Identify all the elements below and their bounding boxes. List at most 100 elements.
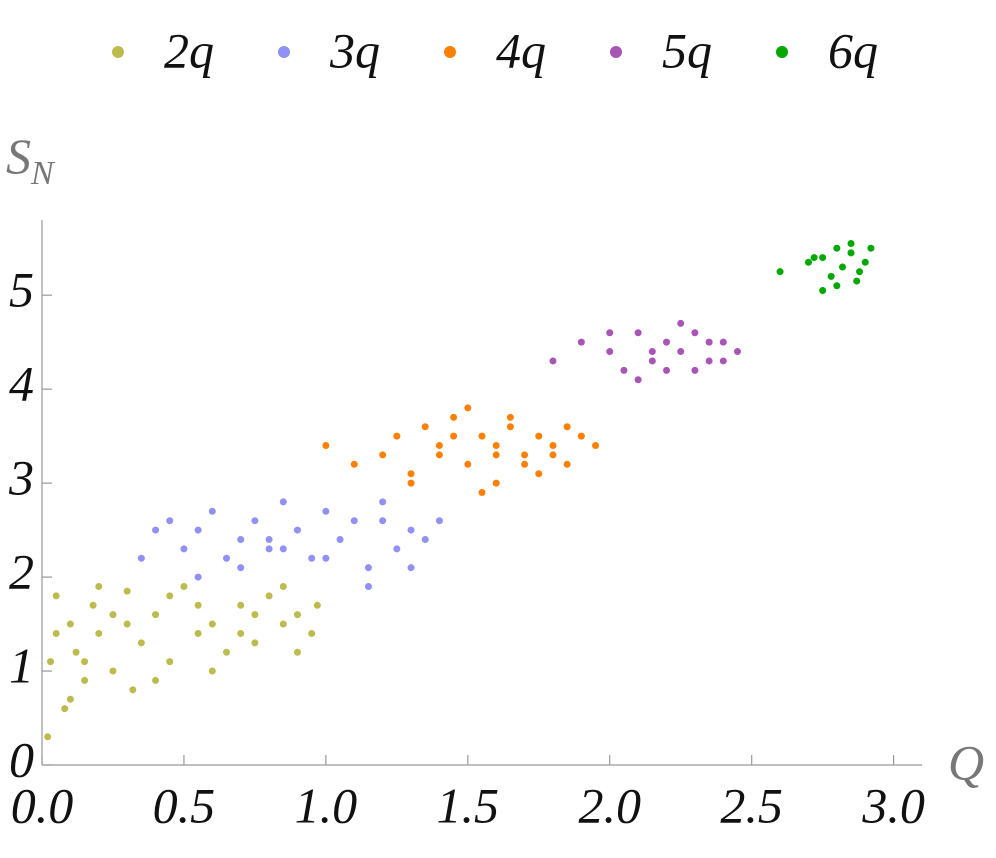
point [81,676,89,684]
point [810,254,818,262]
point [137,639,145,647]
point [648,348,656,356]
point [856,268,864,276]
x-tick-label: 0.5 [153,777,216,833]
point [109,667,117,675]
point [350,460,358,468]
point [166,517,174,525]
point [208,507,216,515]
point [223,648,231,656]
point [407,479,415,487]
y-tick-label: 4 [9,356,34,412]
point [867,244,875,252]
point [336,535,344,543]
point [379,451,387,459]
point [663,366,671,374]
point [819,254,827,262]
legend-marker [112,46,124,58]
y-tick-label: 1 [9,638,34,694]
point [72,648,80,656]
legend-label: 4q [496,22,546,78]
point [279,545,287,553]
point [251,517,259,525]
legend-label: 2q [164,22,214,78]
point [577,432,585,440]
point [194,601,202,609]
point [379,517,387,525]
point [833,282,841,290]
point [407,564,415,572]
point [194,573,202,581]
point [407,470,415,478]
point [194,526,202,534]
point [804,258,812,266]
point [350,517,358,525]
point [393,545,401,553]
point [180,582,188,590]
point [592,442,600,450]
point [208,620,216,628]
point [464,404,472,412]
point [847,239,855,247]
point [95,582,103,590]
point [322,554,330,562]
point [313,601,321,609]
point [421,423,429,431]
point [492,479,500,487]
point [464,460,472,468]
point [251,639,259,647]
point [322,507,330,515]
legend-label: 5q [662,22,712,78]
point [237,601,245,609]
point [47,658,55,666]
point [563,423,571,431]
point [634,329,642,337]
point [393,432,401,440]
x-tick-label: 0.0 [11,777,74,833]
point [549,451,557,459]
legend-marker [278,46,290,58]
point [819,286,827,294]
point [265,592,273,600]
point [492,442,500,450]
point [705,338,713,346]
point [293,611,301,619]
point [691,366,699,374]
point [677,348,685,356]
point [208,667,216,675]
point [435,451,443,459]
point [66,695,74,703]
legend-marker [776,46,788,58]
point [776,268,784,276]
point [364,582,372,590]
point [719,338,727,346]
point [577,338,585,346]
point [166,592,174,600]
point [152,526,160,534]
point [293,648,301,656]
point [279,620,287,628]
point [123,620,131,628]
point [166,658,174,666]
point [506,413,514,421]
point [308,629,316,637]
point [521,460,529,468]
point [839,263,847,271]
point [719,357,727,365]
legend-marker [610,46,622,58]
point [435,517,443,525]
point [450,432,458,440]
point [61,705,69,713]
point [677,319,685,327]
y-axis-label: SN [6,128,56,191]
point [194,629,202,637]
point [733,348,741,356]
point [44,733,52,741]
point [293,526,301,534]
point [109,611,117,619]
point [492,451,500,459]
point [853,277,861,285]
point [180,545,188,553]
point [364,564,372,572]
